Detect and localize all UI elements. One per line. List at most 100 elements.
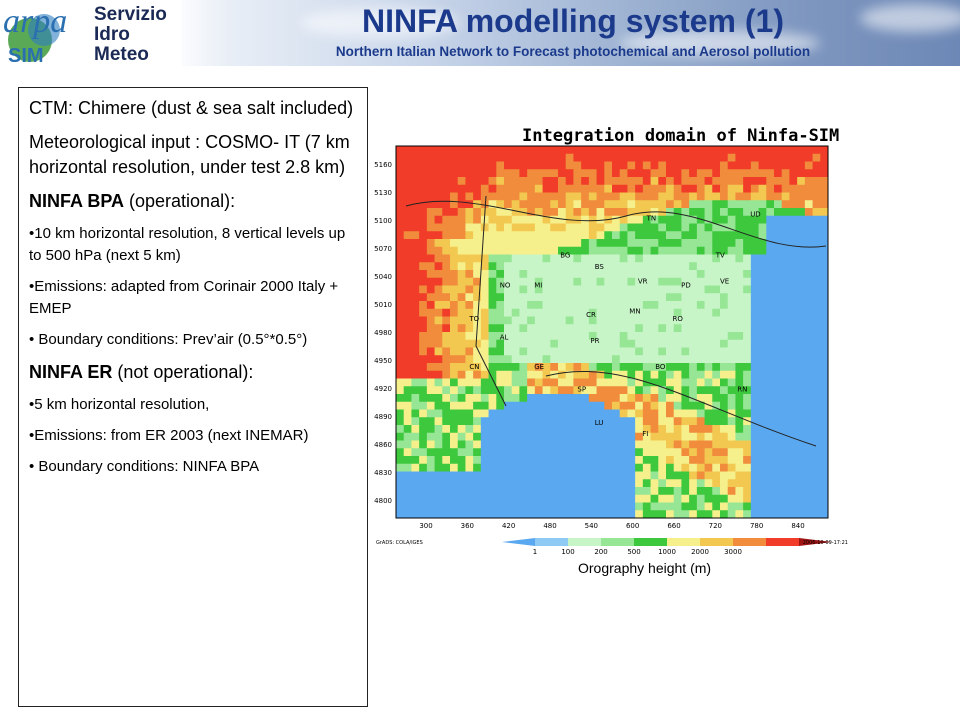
map-cell [403,231,412,240]
map-cell [426,401,435,410]
map-cell [527,432,536,441]
map-cell [650,215,659,224]
map-cell [511,370,520,379]
map-cell [797,293,806,302]
map-cell [511,153,520,162]
map-cell [781,324,790,333]
map-cell [696,448,705,457]
map-cell [804,370,813,379]
map-cell [519,363,528,372]
map-cell [774,378,783,387]
map-cell [619,277,628,286]
map-cell [774,153,783,162]
map-cell [619,456,628,465]
map-cell [666,277,675,286]
map-cell [673,293,682,302]
map-cell [696,456,705,465]
map-cell [658,153,667,162]
map-cell [758,332,767,341]
map-cell [658,502,667,511]
map-cell [635,223,644,232]
map-cell [550,448,559,457]
map-cell [774,394,783,403]
map-cell [820,409,829,418]
map-cell [480,262,489,271]
map-cell [766,192,775,201]
map-cell [766,409,775,418]
legend-swatch [601,538,635,546]
map-cell [496,262,505,271]
map-cell [804,510,813,519]
map-cell [604,471,613,480]
map-cell [565,262,574,271]
map-cell [558,169,567,178]
map-cell [396,378,405,387]
map-cell [565,285,574,294]
map-cell [411,463,420,472]
map-cell [565,432,574,441]
map-cell [542,169,551,178]
map-cell [804,417,813,426]
map-cell [750,494,759,503]
map-cell [573,316,582,325]
map-cell [743,246,752,255]
map-cell [750,200,759,209]
map-cell [480,270,489,279]
map-cell [565,347,574,356]
map-cell [419,316,428,325]
map-cell [419,215,428,224]
map-cell [426,363,435,372]
map-cell [604,370,613,379]
map-cell [743,425,752,434]
map-cell [511,308,520,317]
map-cell [820,239,829,248]
y-tick-label: 5010 [374,301,392,309]
map-cell [434,440,443,449]
map-cell [735,223,744,232]
map-cell [642,339,651,348]
map-cell [720,456,729,465]
map-cell [820,231,829,240]
map-cell [558,293,567,302]
map-cell [681,463,690,472]
map-cell [473,301,482,310]
map-cell [774,169,783,178]
map-cell [542,401,551,410]
map-cell [689,239,698,248]
map-cell [396,254,405,263]
map-cell [434,425,443,434]
map-cell [465,355,474,364]
map-cell [642,161,651,170]
map-cell [511,487,520,496]
map-cell [789,153,798,162]
map-cell [473,169,482,178]
map-cell [434,301,443,310]
map-cell [704,394,713,403]
map-cell [496,200,505,209]
map-cell [519,378,528,387]
map-cell [581,184,590,193]
map-cell [612,417,621,426]
map-cell [666,378,675,387]
map-cell [434,510,443,519]
map-cell [758,386,767,395]
map-cell [727,339,736,348]
map-cell [573,200,582,209]
map-cell [666,301,675,310]
cloud-decoration [300,8,460,38]
map-cell [411,386,420,395]
map-cell [704,246,713,255]
legend-label: 3000 [724,548,742,556]
map-cell [596,192,605,201]
map-cell [720,378,729,387]
map-cell [426,301,435,310]
map-cell [774,301,783,310]
map-cell [727,463,736,472]
map-cell [642,440,651,449]
map-cell [596,339,605,348]
map-cell [627,432,636,441]
map-cell [550,370,559,379]
y-tick-label: 4830 [374,469,392,477]
map-cell [411,448,420,457]
map-cell [650,254,659,263]
